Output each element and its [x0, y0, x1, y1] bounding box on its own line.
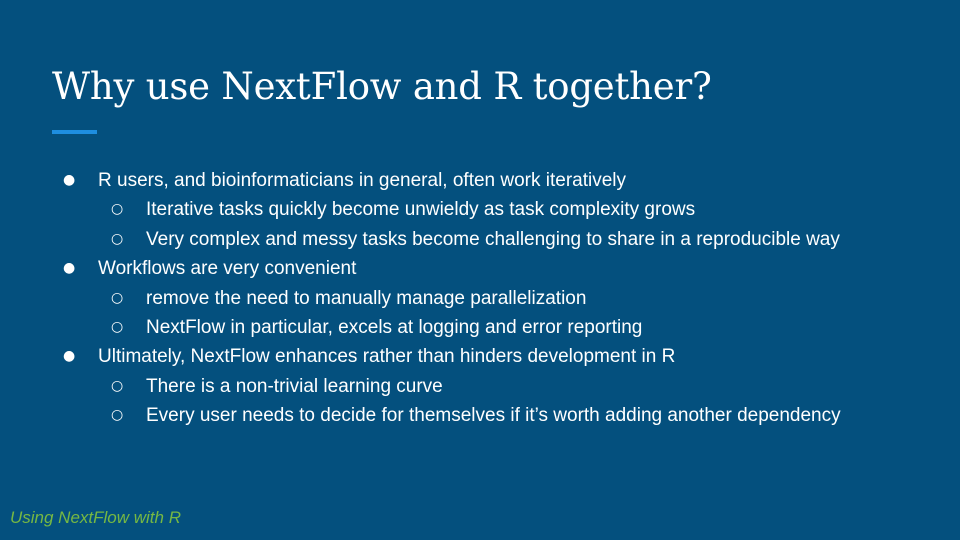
bullet-text: R users, and bioinformaticians in genera…: [98, 170, 627, 191]
sub-bullet-item: ○ Every user needs to decide for themsel…: [0, 401, 960, 430]
sub-bullet-text: Very complex and messy tasks become chal…: [146, 228, 840, 250]
sub-bullet-item: ○ Iterative tasks quickly become unwield…: [0, 195, 960, 224]
bullet-item: ● R users, and bioinformaticians in gene…: [0, 166, 960, 195]
sub-bullet-text: remove the need to manually manage paral…: [146, 287, 587, 309]
hollow-circle-bullet-icon: ○: [111, 318, 124, 335]
sub-bullet-item: ○ remove the need to manually manage par…: [0, 284, 960, 313]
sub-bullet-text: NextFlow in particular, excels at loggin…: [146, 316, 643, 338]
filled-circle-bullet-icon: ●: [63, 172, 76, 188]
slide-title: Why use NextFlow and R together?: [52, 65, 712, 108]
sub-bullet-text: Iterative tasks quickly become unwieldy …: [146, 199, 696, 221]
hollow-circle-bullet-icon: ○: [111, 289, 124, 306]
bullet-list: ● R users, and bioinformaticians in gene…: [0, 166, 960, 431]
bullet-item: ● Workflows are very convenient: [0, 254, 960, 283]
hollow-circle-bullet-icon: ○: [111, 201, 124, 218]
bullet-item: ● Ultimately, NextFlow enhances rather t…: [0, 342, 960, 371]
bullet-text: Workflows are very convenient: [98, 258, 357, 280]
bullet-text: Ultimately, NextFlow enhances rather tha…: [98, 346, 676, 368]
hollow-circle-bullet-icon: ○: [111, 377, 124, 394]
hollow-circle-bullet-icon: ○: [111, 230, 124, 247]
sub-bullet-item: ○ Very complex and messy tasks become ch…: [0, 225, 960, 254]
title-accent-bar: [52, 130, 97, 134]
sub-bullet-item: ○ NextFlow in particular, excels at logg…: [0, 313, 960, 342]
hollow-circle-bullet-icon: ○: [111, 407, 124, 424]
filled-circle-bullet-icon: ●: [63, 348, 76, 365]
sub-bullet-item: ○ There is a non-trivial learning curve: [0, 372, 960, 401]
sub-bullet-text: Every user needs to decide for themselve…: [146, 405, 841, 427]
slide-footer: Using NextFlow with R: [10, 508, 181, 527]
sub-bullet-text: There is a non-trivial learning curve: [146, 375, 443, 397]
filled-circle-bullet-icon: ●: [63, 260, 76, 277]
